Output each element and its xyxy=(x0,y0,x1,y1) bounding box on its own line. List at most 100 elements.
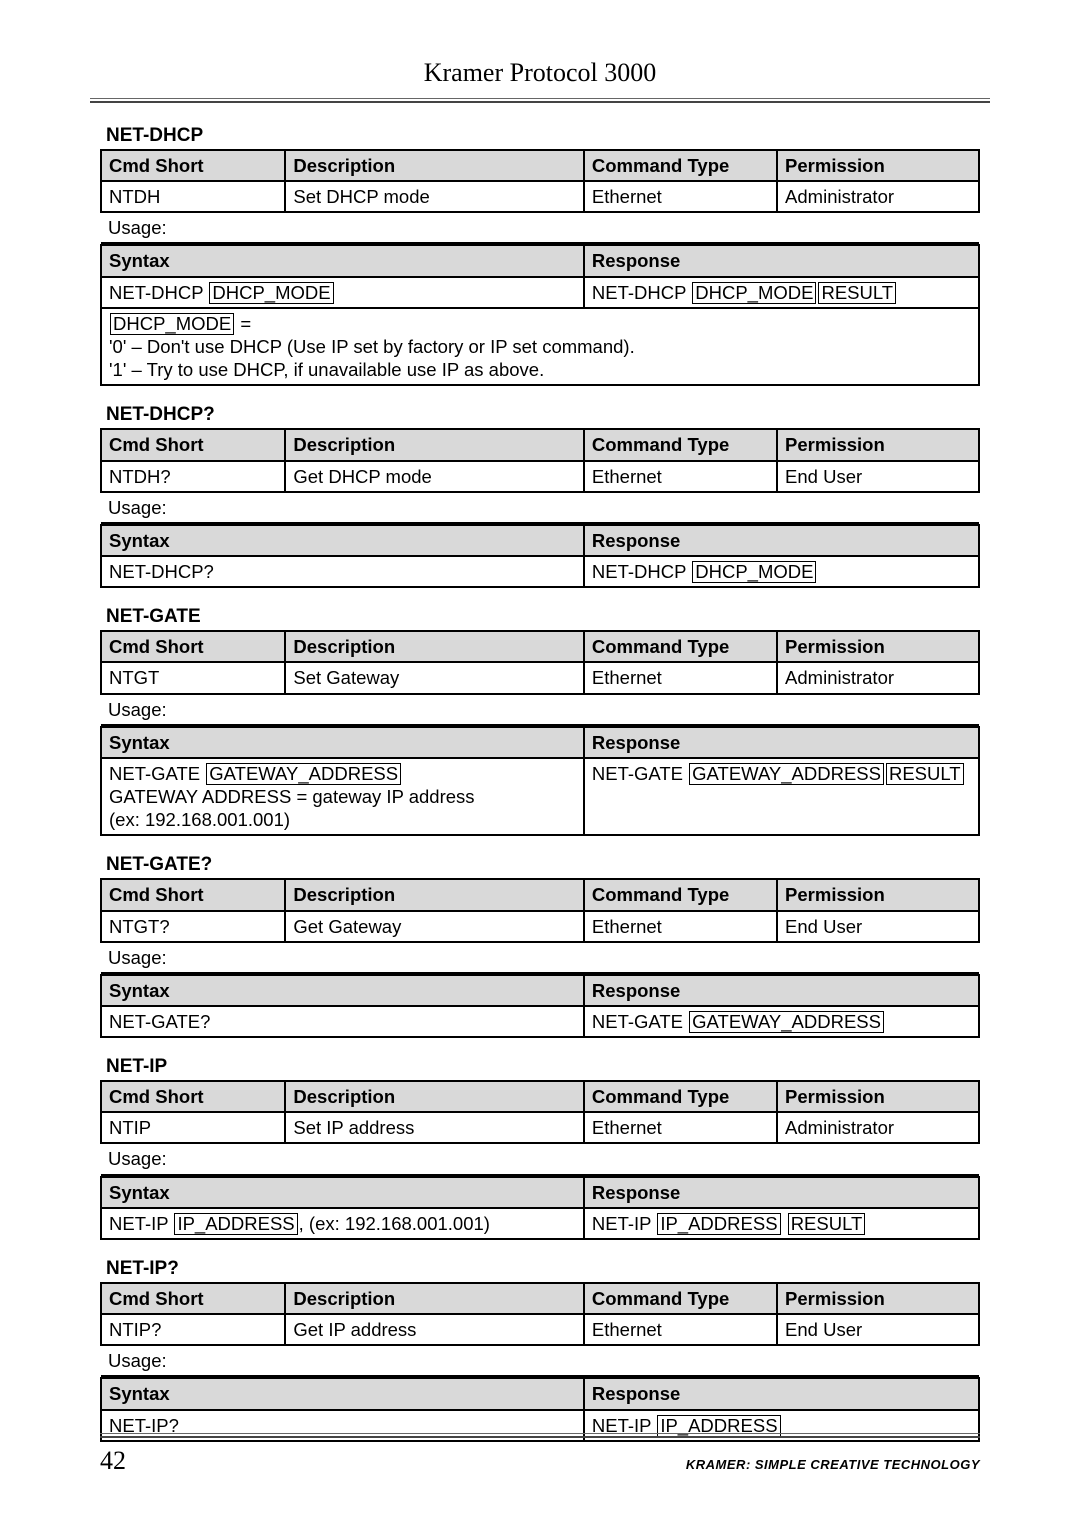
command-header-table: Cmd ShortDescriptionCommand TypePermissi… xyxy=(100,1080,980,1175)
command-title: NET-GATE? xyxy=(100,850,980,878)
col-permission: Permission xyxy=(777,150,979,181)
col-command-type: Command Type xyxy=(584,1283,777,1314)
col-cmd-short: Cmd Short xyxy=(101,1283,285,1314)
command-title: NET-IP? xyxy=(100,1254,980,1282)
cell-cmd-short: NTGT? xyxy=(101,911,285,942)
table-row: NTDHSet DHCP modeEthernetAdministrator xyxy=(101,181,979,212)
param-box: DHCP_MODE xyxy=(209,282,333,304)
header-rule xyxy=(90,98,990,99)
col-description: Description xyxy=(285,150,584,181)
command-block: NET-GATE?Cmd ShortDescriptionCommand Typ… xyxy=(100,850,980,1038)
col-cmd-short: Cmd Short xyxy=(101,1081,285,1112)
col-permission: Permission xyxy=(777,429,979,460)
col-response: Response xyxy=(584,525,979,556)
command-title: NET-DHCP xyxy=(100,121,980,149)
cell-permission: End User xyxy=(777,911,979,942)
syntax-response-table: SyntaxResponseNET-DHCP DHCP_MODENET-DHCP… xyxy=(100,244,980,386)
cell-cmd-short: NTIP xyxy=(101,1112,285,1143)
cell-description: Set DHCP mode xyxy=(285,181,584,212)
syntax-response-table: SyntaxResponseNET-DHCP?NET-DHCP DHCP_MOD… xyxy=(100,524,980,588)
cell-response: NET-IP IP_ADDRESS RESULT xyxy=(584,1208,979,1239)
cell-command-type: Ethernet xyxy=(584,1112,777,1143)
param-box: RESULT xyxy=(788,1213,866,1235)
content-area: NET-DHCPCmd ShortDescriptionCommand Type… xyxy=(0,103,1080,1442)
col-syntax: Syntax xyxy=(101,727,584,758)
command-header-table: Cmd ShortDescriptionCommand TypePermissi… xyxy=(100,149,980,244)
col-cmd-short: Cmd Short xyxy=(101,631,285,662)
usage-row: Usage: xyxy=(101,492,979,523)
col-cmd-short: Cmd Short xyxy=(101,879,285,910)
cell-description: Set IP address xyxy=(285,1112,584,1143)
col-response: Response xyxy=(584,1177,979,1208)
cell-command-type: Ethernet xyxy=(584,461,777,492)
command-header-table: Cmd ShortDescriptionCommand TypePermissi… xyxy=(100,428,980,523)
cell-syntax: NET-GATE GATEWAY_ADDRESSGATEWAY ADDRESS … xyxy=(101,758,584,836)
col-syntax: Syntax xyxy=(101,1378,584,1409)
col-command-type: Command Type xyxy=(584,1081,777,1112)
cell-response: NET-GATE GATEWAY_ADDRESS xyxy=(584,1006,979,1037)
cell-cmd-short: NTGT xyxy=(101,662,285,693)
cell-description: Get DHCP mode xyxy=(285,461,584,492)
usage-label: Usage: xyxy=(101,212,979,243)
cell-command-type: Ethernet xyxy=(584,662,777,693)
col-description: Description xyxy=(285,429,584,460)
col-command-type: Command Type xyxy=(584,150,777,181)
command-block: NET-DHCP?Cmd ShortDescriptionCommand Typ… xyxy=(100,400,980,588)
notes-row: DHCP_MODE ='0' – Don't use DHCP (Use IP … xyxy=(101,308,979,386)
col-permission: Permission xyxy=(777,631,979,662)
syntax-response-table: SyntaxResponseNET-GATE?NET-GATE GATEWAY_… xyxy=(100,974,980,1038)
param-box: RESULT xyxy=(886,763,964,785)
col-command-type: Command Type xyxy=(584,429,777,460)
cell-description: Get Gateway xyxy=(285,911,584,942)
cell-command-type: Ethernet xyxy=(584,911,777,942)
cell-cmd-short: NTIP? xyxy=(101,1314,285,1345)
page-footer: 42 KRAMER: SIMPLE CREATIVE TECHNOLOGY xyxy=(0,1433,1080,1476)
command-block: NET-DHCPCmd ShortDescriptionCommand Type… xyxy=(100,121,980,386)
col-syntax: Syntax xyxy=(101,975,584,1006)
cell-cmd-short: NTDH xyxy=(101,181,285,212)
table-row: NET-IP IP_ADDRESS, (ex: 192.168.001.001)… xyxy=(101,1208,979,1239)
col-syntax: Syntax xyxy=(101,1177,584,1208)
table-row: NET-DHCP?NET-DHCP DHCP_MODE xyxy=(101,556,979,587)
table-row: NET-GATE?NET-GATE GATEWAY_ADDRESS xyxy=(101,1006,979,1037)
command-header-table: Cmd ShortDescriptionCommand TypePermissi… xyxy=(100,1282,980,1377)
col-syntax: Syntax xyxy=(101,245,584,276)
command-title: NET-DHCP? xyxy=(100,400,980,428)
usage-row: Usage: xyxy=(101,212,979,243)
cell-permission: Administrator xyxy=(777,181,979,212)
command-title: NET-GATE xyxy=(100,602,980,630)
param-box: GATEWAY_ADDRESS xyxy=(689,763,884,785)
usage-row: Usage: xyxy=(101,694,979,725)
cell-command-type: Ethernet xyxy=(584,1314,777,1345)
page-number: 42 xyxy=(100,1446,126,1476)
usage-row: Usage: xyxy=(101,1143,979,1174)
usage-row: Usage: xyxy=(101,1345,979,1376)
command-block: NET-IPCmd ShortDescriptionCommand TypePe… xyxy=(100,1052,980,1240)
table-row: NTGTSet GatewayEthernetAdministrator xyxy=(101,662,979,693)
col-description: Description xyxy=(285,879,584,910)
cell-description: Get IP address xyxy=(285,1314,584,1345)
table-row: NET-DHCP DHCP_MODENET-DHCP DHCP_MODERESU… xyxy=(101,277,979,308)
cell-description: Set Gateway xyxy=(285,662,584,693)
cell-cmd-short: NTDH? xyxy=(101,461,285,492)
page-header-title: Kramer Protocol 3000 xyxy=(0,0,1080,98)
param-box: GATEWAY_ADDRESS xyxy=(689,1011,884,1033)
command-title: NET-IP xyxy=(100,1052,980,1080)
usage-label: Usage: xyxy=(101,1143,979,1174)
param-box: RESULT xyxy=(818,282,896,304)
col-response: Response xyxy=(584,1378,979,1409)
col-permission: Permission xyxy=(777,1283,979,1314)
col-response: Response xyxy=(584,975,979,1006)
usage-label: Usage: xyxy=(101,942,979,973)
cell-syntax: NET-GATE? xyxy=(101,1006,584,1037)
cell-permission: End User xyxy=(777,461,979,492)
param-box: DHCP_MODE xyxy=(692,282,816,304)
usage-label: Usage: xyxy=(101,694,979,725)
cell-response: NET-DHCP DHCP_MODE xyxy=(584,556,979,587)
usage-label: Usage: xyxy=(101,1345,979,1376)
syntax-response-table: SyntaxResponseNET-GATE GATEWAY_ADDRESSGA… xyxy=(100,726,980,837)
table-row: NTIP?Get IP addressEthernetEnd User xyxy=(101,1314,979,1345)
col-description: Description xyxy=(285,1283,584,1314)
table-row: NTDH?Get DHCP modeEthernetEnd User xyxy=(101,461,979,492)
cell-permission: End User xyxy=(777,1314,979,1345)
